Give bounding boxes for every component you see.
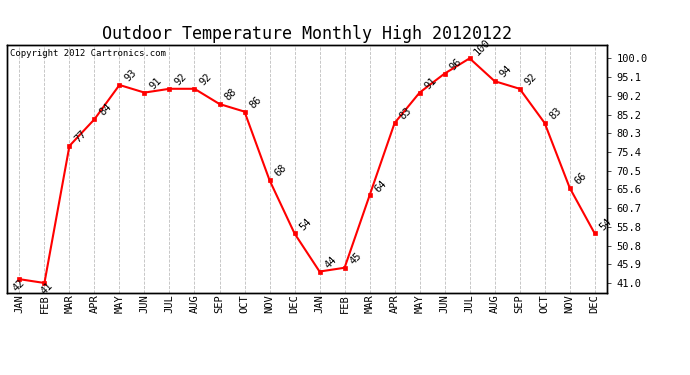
Text: 68: 68: [273, 163, 288, 179]
Text: 66: 66: [573, 171, 589, 186]
Text: 44: 44: [322, 254, 338, 270]
Text: 83: 83: [547, 106, 563, 122]
Text: 54: 54: [598, 216, 613, 232]
Text: 77: 77: [72, 129, 88, 144]
Text: 88: 88: [222, 87, 238, 103]
Text: 86: 86: [247, 94, 263, 110]
Text: 41: 41: [39, 281, 55, 297]
Text: 96: 96: [447, 56, 463, 72]
Text: 91: 91: [147, 75, 163, 91]
Text: 54: 54: [297, 216, 313, 232]
Text: 84: 84: [97, 102, 113, 118]
Text: 45: 45: [347, 251, 363, 266]
Title: Outdoor Temperature Monthly High 20120122: Outdoor Temperature Monthly High 2012012…: [102, 26, 512, 44]
Text: Copyright 2012 Cartronics.com: Copyright 2012 Cartronics.com: [10, 49, 166, 58]
Text: 92: 92: [522, 72, 538, 87]
Text: 92: 92: [172, 72, 188, 87]
Text: 83: 83: [397, 106, 413, 122]
Text: 100: 100: [473, 37, 493, 57]
Text: 93: 93: [122, 68, 138, 84]
Text: 94: 94: [497, 64, 513, 80]
Text: 64: 64: [373, 178, 388, 194]
Text: 92: 92: [197, 72, 213, 87]
Text: 42: 42: [11, 277, 27, 293]
Text: 91: 91: [422, 75, 438, 91]
